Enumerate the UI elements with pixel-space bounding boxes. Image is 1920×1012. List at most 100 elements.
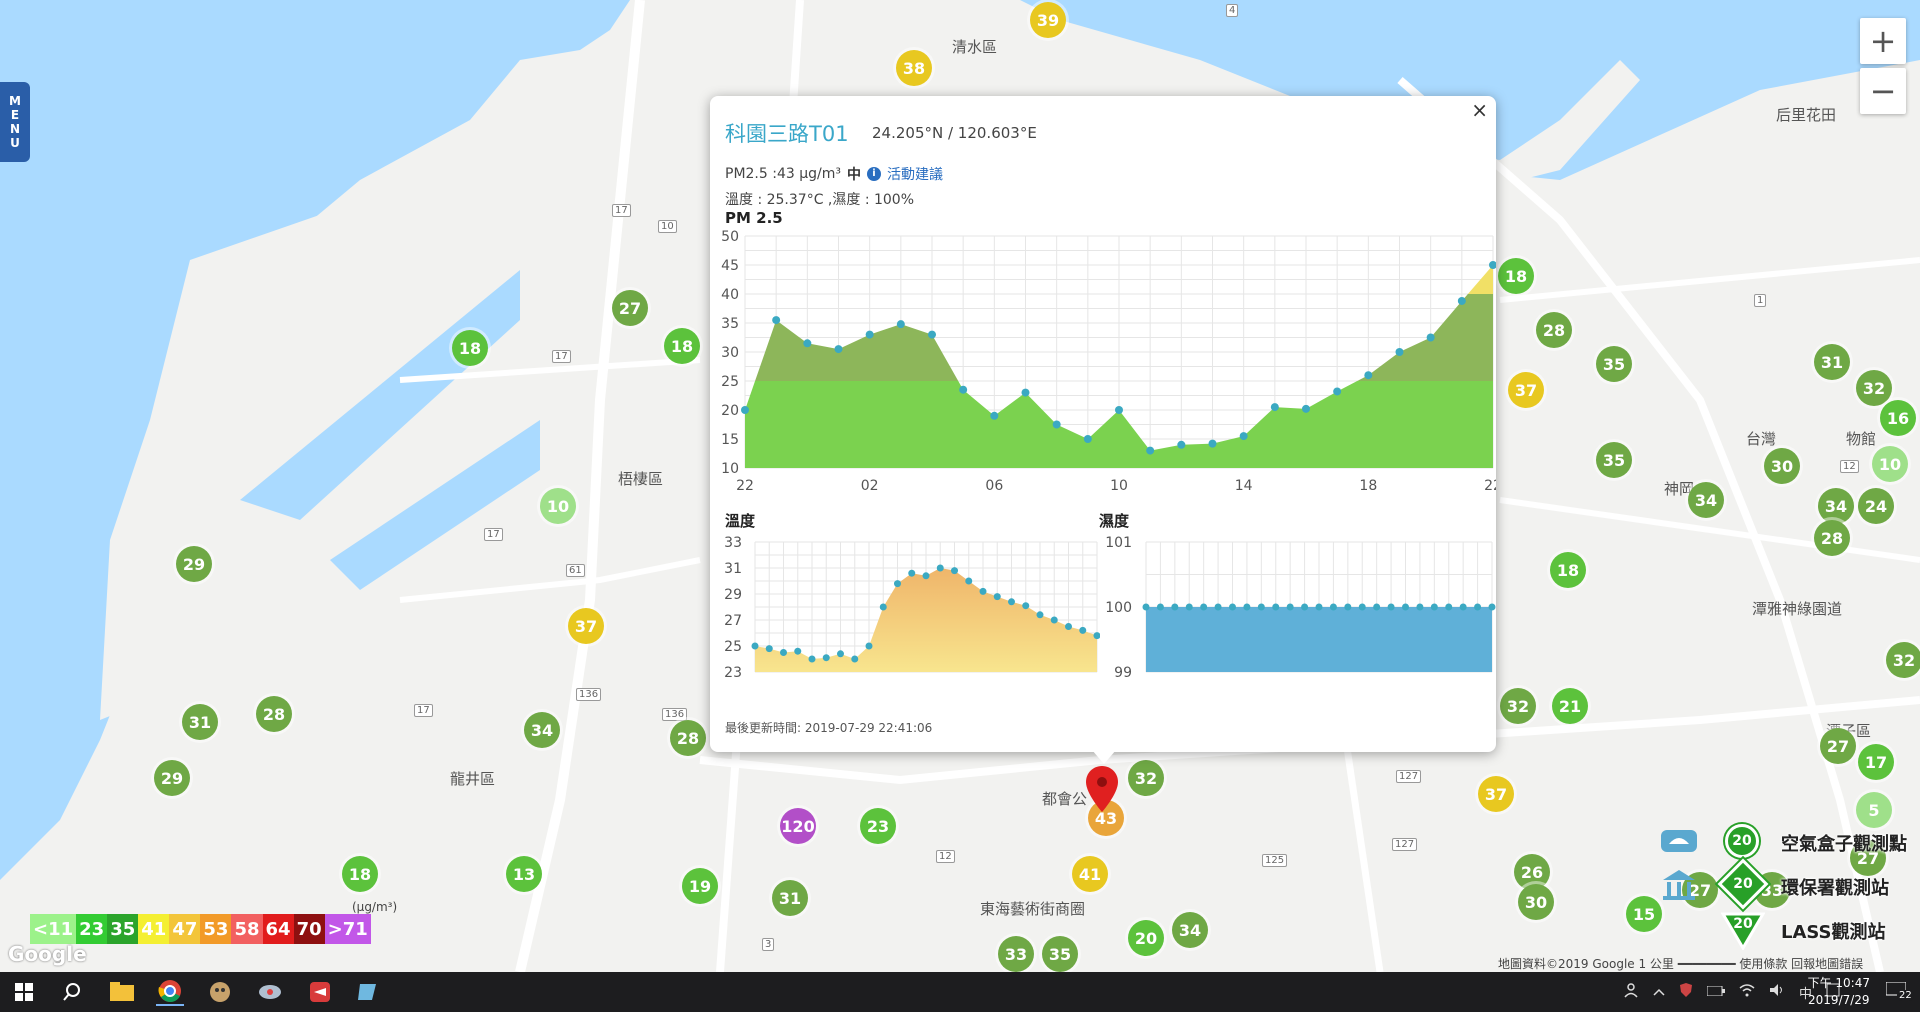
- zoom-out-button[interactable]: −: [1860, 68, 1906, 114]
- station-marker[interactable]: 30: [1764, 448, 1800, 484]
- station-marker[interactable]: 35: [1596, 442, 1632, 478]
- station-marker[interactable]: 29: [176, 546, 212, 582]
- app-icon[interactable]: [256, 978, 284, 1006]
- info-icon[interactable]: i: [866, 167, 881, 181]
- search-icon[interactable]: [58, 978, 86, 1006]
- location-pin-icon[interactable]: [1086, 766, 1118, 814]
- road-number: 4: [1226, 4, 1239, 17]
- last-update-time: 最後更新時間: 2019-07-29 22:41:06: [725, 721, 933, 735]
- station-marker[interactable]: 35: [1042, 936, 1078, 972]
- pm-data-point: [1052, 420, 1061, 429]
- temp-data-point: [865, 642, 873, 650]
- station-marker[interactable]: 27: [1820, 728, 1856, 764]
- file-explorer-icon[interactable]: [108, 978, 136, 1006]
- station-marker[interactable]: 10: [1872, 446, 1908, 482]
- station-marker[interactable]: 19: [682, 868, 718, 904]
- station-marker[interactable]: 34: [524, 712, 560, 748]
- station-marker[interactable]: 29: [154, 760, 190, 796]
- temp-data-point: [993, 593, 1001, 601]
- station-marker[interactable]: 32: [1500, 688, 1536, 724]
- station-marker[interactable]: 13: [506, 856, 542, 892]
- chevron-up-icon[interactable]: [1653, 985, 1665, 1000]
- station-marker[interactable]: 33: [998, 936, 1034, 972]
- station-marker[interactable]: 24: [1858, 488, 1894, 524]
- station-marker[interactable]: 31: [1814, 344, 1850, 380]
- pm-data-point: [1208, 439, 1217, 448]
- legend-cell: 35: [107, 914, 139, 944]
- sea: [0, 0, 630, 880]
- station-marker[interactable]: 35: [1596, 346, 1632, 382]
- chrome-icon[interactable]: [156, 978, 184, 1006]
- station-marker[interactable]: 28: [256, 696, 292, 732]
- pm-data-point: [1426, 333, 1435, 342]
- humidity-data-point: [1229, 603, 1236, 611]
- close-icon[interactable]: ×: [1471, 98, 1488, 122]
- app-icon[interactable]: [206, 978, 234, 1006]
- road-number: 125: [1262, 854, 1288, 867]
- activity-advice-link[interactable]: 活動建議: [886, 167, 943, 183]
- x-tick-label: 14: [1235, 478, 1253, 494]
- temp-data-point: [936, 564, 944, 572]
- people-icon[interactable]: [1623, 982, 1639, 1002]
- zoom-in-button[interactable]: +: [1860, 18, 1906, 64]
- humidity-data-point: [1474, 603, 1482, 611]
- station-marker[interactable]: 17: [1858, 744, 1894, 780]
- station-marker[interactable]: 16: [1880, 400, 1916, 436]
- station-marker[interactable]: 31: [772, 880, 808, 916]
- station-marker[interactable]: 32: [1886, 642, 1920, 678]
- station-marker[interactable]: 31: [182, 704, 218, 740]
- station-marker[interactable]: 120: [780, 808, 816, 844]
- legend-cell: 53: [200, 914, 232, 944]
- station-marker[interactable]: 38: [896, 50, 932, 86]
- station-marker[interactable]: 10: [540, 488, 576, 524]
- app-icon[interactable]: [354, 978, 382, 1006]
- station-marker[interactable]: 37: [1508, 372, 1544, 408]
- volume-icon[interactable]: [1769, 983, 1785, 1001]
- menu-letter: U: [10, 136, 20, 150]
- station-marker[interactable]: 30: [1518, 884, 1554, 920]
- station-marker[interactable]: 28: [1536, 312, 1572, 348]
- station-marker[interactable]: 20: [1128, 920, 1164, 956]
- input-method-icon[interactable]: [1826, 983, 1840, 1001]
- layer-legend: 20 空氣盒子觀測點 20 環保署觀測站 20 LASS觀測站: [1655, 810, 1920, 970]
- station-marker[interactable]: 18: [664, 328, 700, 364]
- station-marker[interactable]: 32: [1128, 760, 1164, 796]
- temp-data-point: [822, 654, 830, 662]
- app-icon[interactable]: [306, 978, 334, 1006]
- station-marker[interactable]: 18: [342, 856, 378, 892]
- menu-tab[interactable]: M E N U: [0, 82, 30, 162]
- station-marker[interactable]: 5: [1856, 792, 1892, 828]
- river: [1020, 0, 1920, 180]
- temp-chart-title: 溫度: [725, 512, 756, 530]
- shield-icon[interactable]: [1679, 982, 1693, 1002]
- station-marker[interactable]: 34: [1688, 482, 1724, 518]
- station-marker[interactable]: 28: [1814, 520, 1850, 556]
- station-marker[interactable]: 28: [670, 720, 706, 756]
- taskbar-clock[interactable]: 下午 10:47 2019/7/29: [1808, 975, 1870, 1009]
- station-marker[interactable]: 32: [1856, 370, 1892, 406]
- station-marker[interactable]: 18: [1550, 552, 1586, 588]
- station-marker[interactable]: 37: [1478, 776, 1514, 812]
- notification-center-button[interactable]: 22: [1884, 980, 1914, 1004]
- temp-data-point: [851, 655, 859, 663]
- station-marker[interactable]: 41: [1072, 856, 1108, 892]
- station-marker[interactable]: 37: [568, 608, 604, 644]
- station-marker[interactable]: 18: [452, 330, 488, 366]
- pm-data-point: [1395, 348, 1404, 356]
- station-marker[interactable]: 23: [860, 808, 896, 844]
- station-marker[interactable]: 43: [1088, 800, 1124, 836]
- wifi-icon[interactable]: [1739, 983, 1755, 1001]
- station-marker[interactable]: 21: [1552, 688, 1588, 724]
- station-marker[interactable]: 27: [612, 290, 648, 326]
- pm-value: PM2.5 :43 μg/m³: [725, 166, 841, 182]
- battery-icon[interactable]: [1706, 985, 1725, 1000]
- windows-start-icon[interactable]: [10, 978, 38, 1006]
- station-marker[interactable]: 15: [1626, 896, 1662, 932]
- station-marker[interactable]: 34: [1818, 488, 1854, 524]
- station-marker[interactable]: 39: [1030, 2, 1066, 38]
- humidity-data-point: [1315, 603, 1323, 611]
- station-marker[interactable]: 18: [1498, 258, 1534, 294]
- ime-indicator[interactable]: 中: [1798, 986, 1812, 1002]
- station-marker[interactable]: 34: [1172, 912, 1208, 948]
- station-marker[interactable]: 27: [1850, 840, 1886, 876]
